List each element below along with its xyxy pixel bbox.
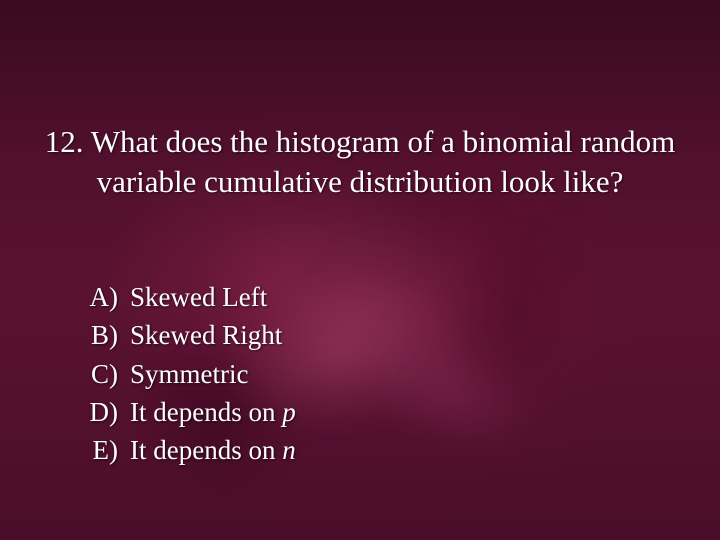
option-text-italic: p: [282, 397, 296, 427]
option-text: It depends on n: [130, 431, 296, 469]
answer-options: A) Skewed Left B) Skewed Right C) Symmet…: [84, 278, 296, 470]
option-text-italic: n: [282, 435, 296, 465]
option-letter: C): [84, 355, 130, 393]
option-text-prefix: It depends on: [130, 435, 282, 465]
question-title: 12. What does the histogram of a binomia…: [20, 122, 700, 201]
option-letter: B): [84, 316, 130, 354]
option-a: A) Skewed Left: [84, 278, 296, 316]
slide: 12. What does the histogram of a binomia…: [0, 0, 720, 540]
option-d: D) It depends on p: [84, 393, 296, 431]
option-letter: E): [84, 431, 130, 469]
option-text-prefix: It depends on: [130, 397, 282, 427]
option-text: It depends on p: [130, 393, 296, 431]
option-text: Symmetric: [130, 355, 248, 393]
option-c: C) Symmetric: [84, 355, 296, 393]
option-text: Skewed Left: [130, 278, 267, 316]
option-e: E) It depends on n: [84, 431, 296, 469]
option-text: Skewed Right: [130, 316, 282, 354]
option-b: B) Skewed Right: [84, 316, 296, 354]
option-letter: A): [84, 278, 130, 316]
option-letter: D): [84, 393, 130, 431]
